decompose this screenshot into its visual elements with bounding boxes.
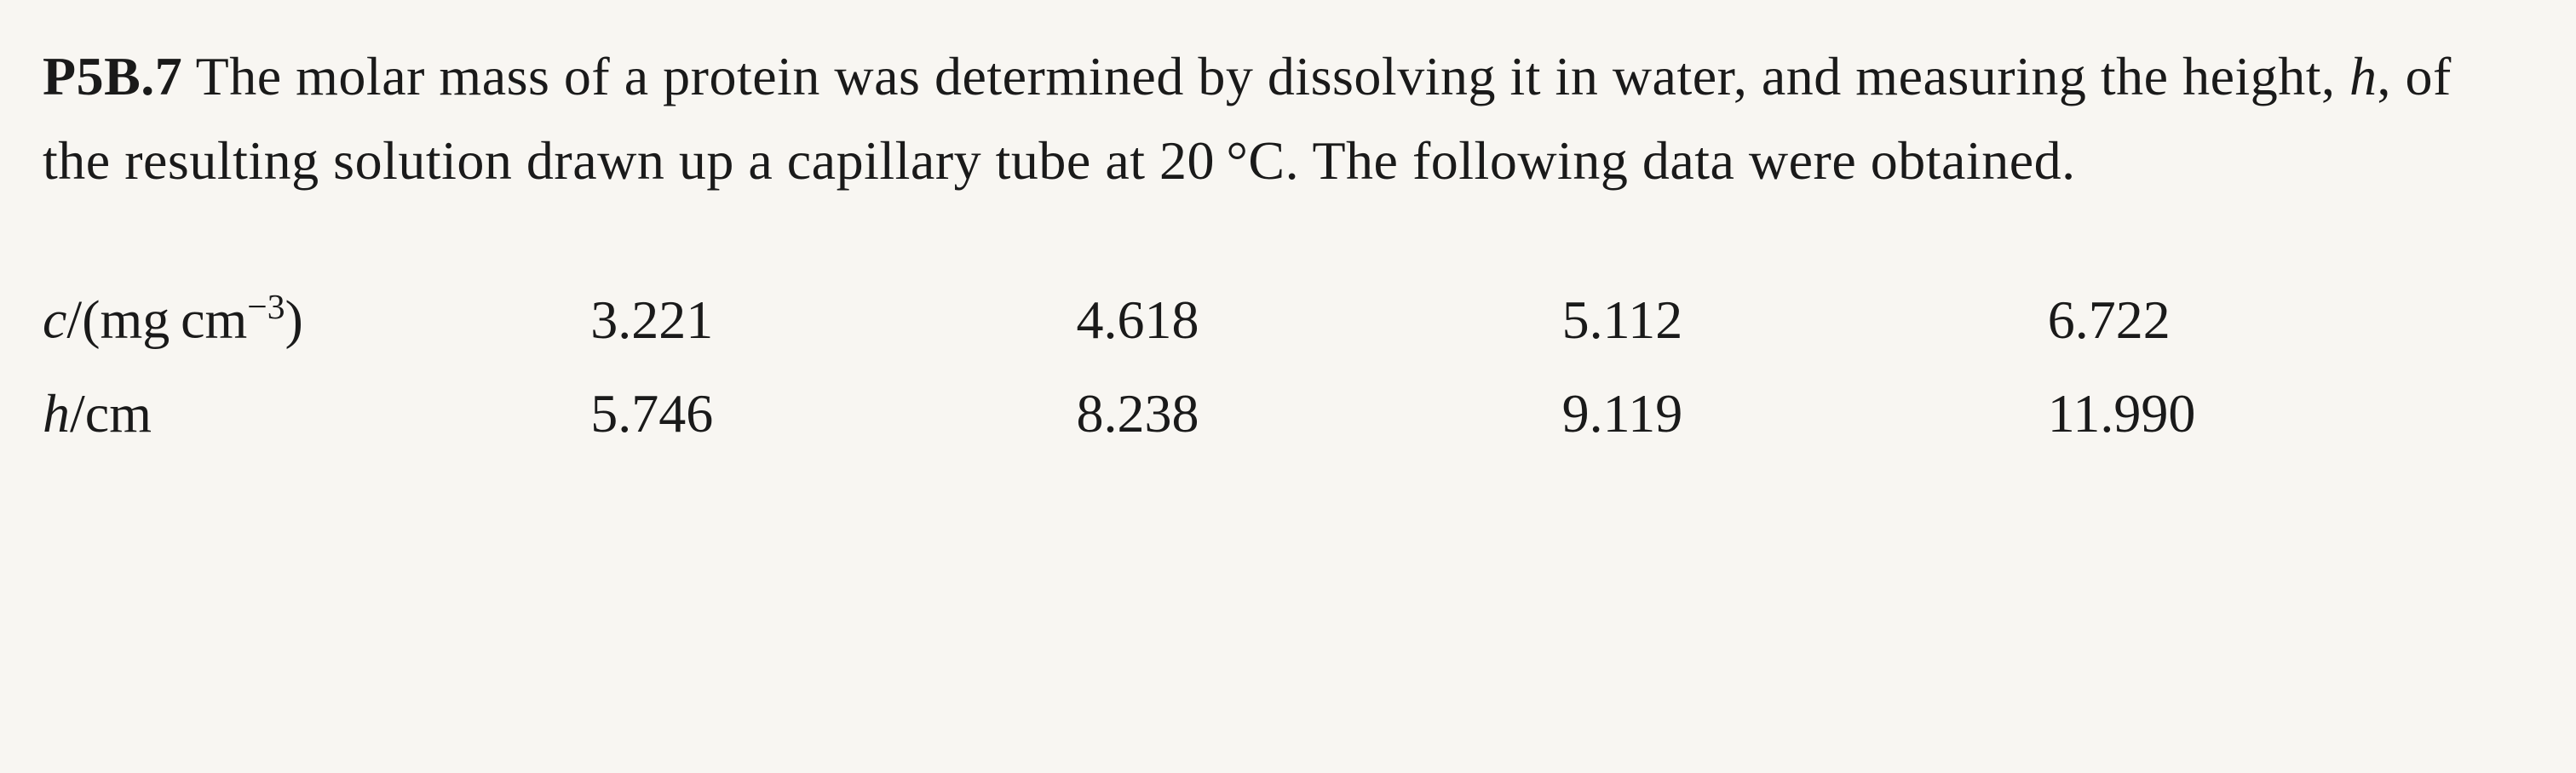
problem-variable-h: h	[2349, 46, 2378, 106]
data-cell: 3.221	[590, 271, 1076, 366]
data-cell: 9.119	[1562, 367, 2048, 461]
data-cell: 5.746	[590, 367, 1076, 461]
problem-label: P5B.7	[43, 46, 182, 106]
data-cell: 5.112	[1562, 271, 2048, 366]
unit-exp: −3	[247, 287, 285, 326]
unit-cm: /cm	[70, 383, 152, 444]
data-cell: 6.722	[2048, 271, 2533, 366]
unit-close: )	[285, 289, 303, 350]
unit-mgcm: mg cm	[101, 289, 248, 350]
var-h: h	[43, 383, 70, 444]
row-header-concentration: c/(mg cm−3)	[43, 271, 590, 366]
data-table: c/(mg cm−3) 3.221 4.618 5.112 6.722 h/cm…	[43, 271, 2533, 460]
problem-text-1: The molar mass of a protein was determin…	[182, 46, 2349, 106]
problem-content: P5B.7 The molar mass of a protein was de…	[43, 34, 2533, 461]
data-cell: 11.990	[2048, 367, 2533, 461]
data-cell: 8.238	[1076, 367, 1561, 461]
unit-open: /(	[66, 289, 100, 350]
problem-paragraph: P5B.7 The molar mass of a protein was de…	[43, 34, 2533, 203]
var-c: c	[43, 289, 66, 350]
table-row: c/(mg cm−3) 3.221 4.618 5.112 6.722	[43, 271, 2533, 366]
table-row: h/cm 5.746 8.238 9.119 11.990	[43, 367, 2533, 461]
row-header-height: h/cm	[43, 367, 590, 461]
data-cell: 4.618	[1076, 271, 1561, 366]
